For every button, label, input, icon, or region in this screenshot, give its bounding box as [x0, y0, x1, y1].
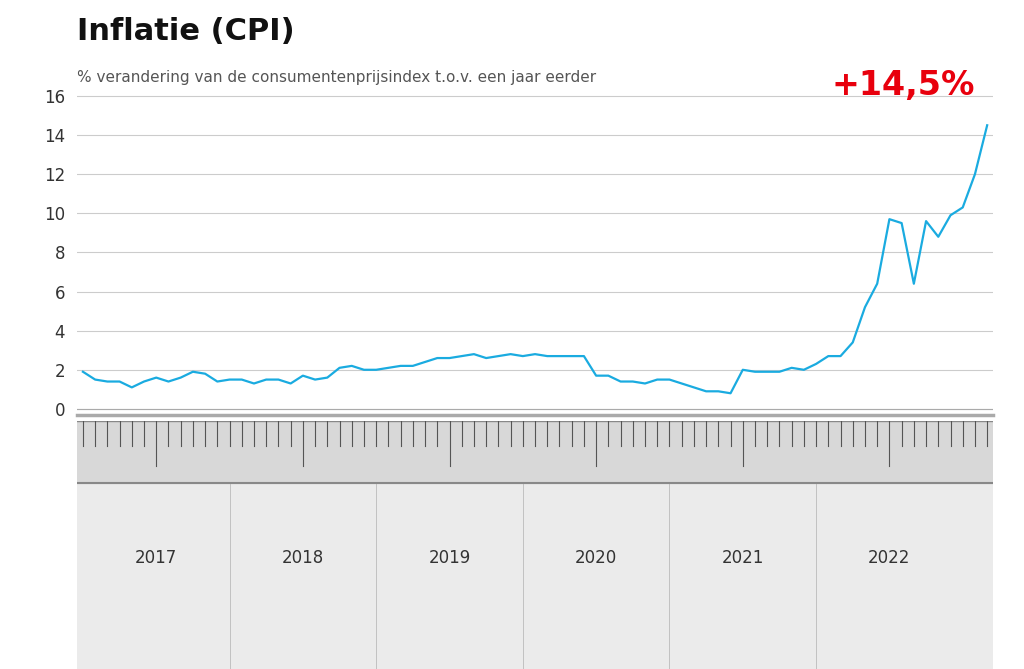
- Bar: [77, 421, 993, 483]
- Text: 2019: 2019: [428, 549, 471, 567]
- Text: +14,5%: +14,5%: [831, 69, 975, 102]
- Text: 2018: 2018: [282, 549, 324, 567]
- Text: 2017: 2017: [135, 549, 177, 567]
- Text: Inflatie (CPI): Inflatie (CPI): [77, 17, 295, 45]
- Text: 2020: 2020: [575, 549, 617, 567]
- Text: % verandering van de consumentenprijsindex t.o.v. een jaar eerder: % verandering van de consumentenprijsind…: [77, 70, 596, 85]
- Text: 2022: 2022: [868, 549, 910, 567]
- Text: 2021: 2021: [722, 549, 764, 567]
